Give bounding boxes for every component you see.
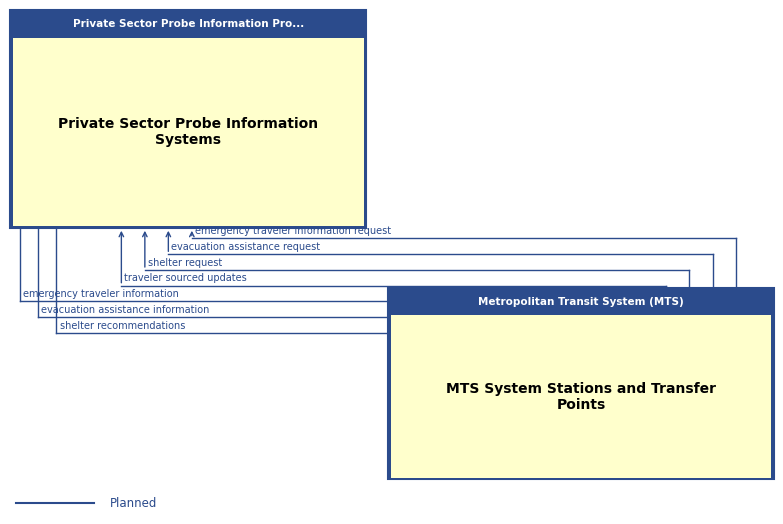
Text: emergency traveler information request: emergency traveler information request (195, 226, 391, 236)
Text: shelter recommendations: shelter recommendations (60, 321, 185, 331)
Bar (388, 288, 774, 479)
Text: Metropolitan Transit System (MTS): Metropolitan Transit System (MTS) (478, 297, 684, 307)
Bar (391, 315, 771, 478)
Text: evacuation assistance information: evacuation assistance information (41, 305, 209, 315)
Text: shelter request: shelter request (148, 258, 222, 268)
Text: MTS System Stations and Transfer
Points: MTS System Stations and Transfer Points (446, 381, 716, 412)
Text: Private Sector Probe Information
Systems: Private Sector Probe Information Systems (58, 117, 319, 147)
Text: Private Sector Probe Information Pro...: Private Sector Probe Information Pro... (73, 19, 304, 29)
Bar (10, 10, 366, 228)
Bar (13, 38, 364, 226)
Text: traveler sourced updates: traveler sourced updates (124, 274, 247, 283)
Text: evacuation assistance request: evacuation assistance request (171, 242, 320, 252)
Text: emergency traveler information: emergency traveler information (23, 289, 179, 299)
Bar (388, 288, 774, 315)
Text: Planned: Planned (110, 497, 157, 509)
Bar (10, 10, 366, 38)
